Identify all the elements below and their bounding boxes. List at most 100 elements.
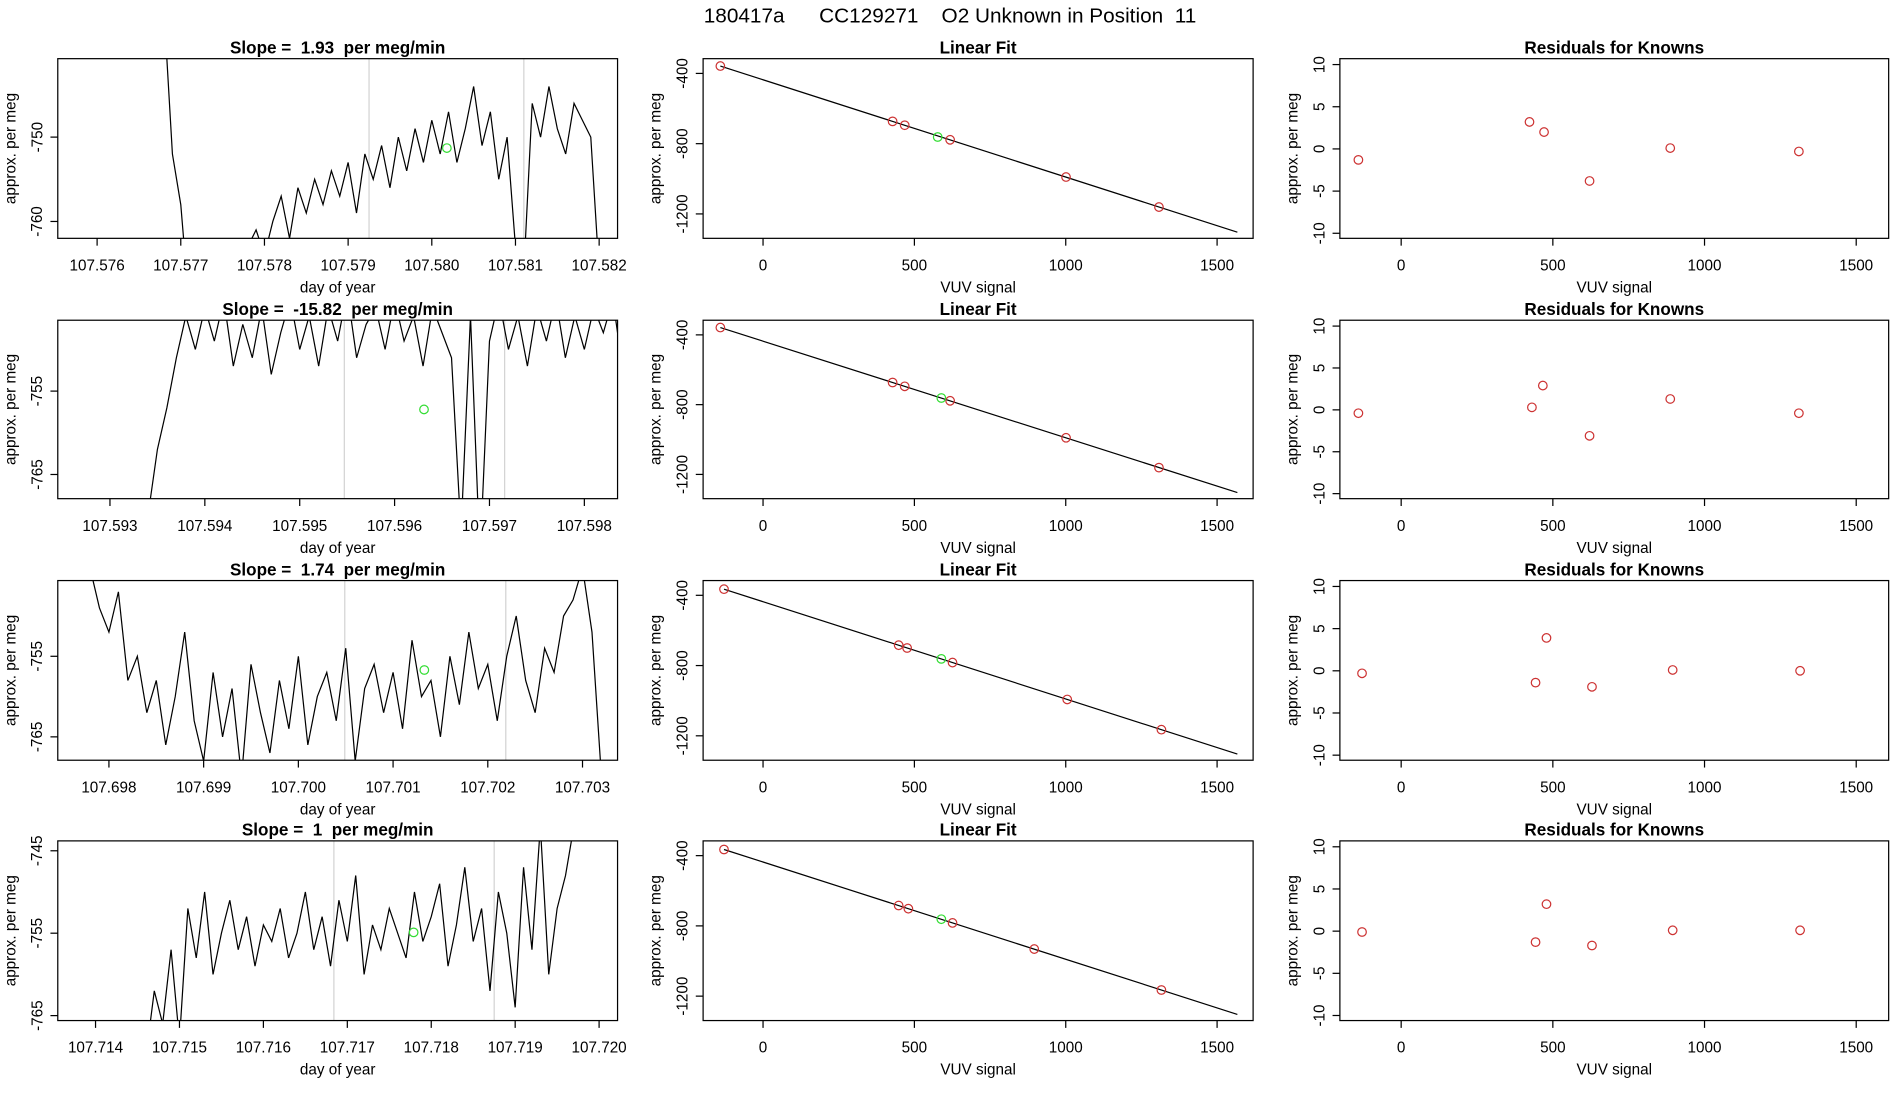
y-tick-label: -10	[1311, 483, 1328, 505]
x-tick-label: 107.719	[488, 1040, 543, 1057]
y-axis-title: approx. per meg	[1284, 875, 1301, 986]
data-point	[887, 116, 898, 127]
y-tick-label: 0	[1311, 145, 1328, 154]
data-point	[1587, 940, 1597, 951]
x-axis-title: VUV signal	[940, 279, 1016, 296]
y-axis-title: approx. per meg	[648, 354, 665, 465]
data-point	[1156, 724, 1167, 735]
y-tick-label: -1200	[675, 194, 692, 233]
data-point	[1665, 394, 1676, 404]
x-tick-label: 107.581	[488, 257, 543, 274]
x-tick-label: 1500	[1839, 518, 1873, 535]
plot-frame	[1339, 579, 1890, 761]
x-tick-label: 1000	[1688, 518, 1722, 535]
x-tick-label: 1000	[1049, 257, 1083, 274]
y-axis-title: approx. per meg	[1284, 354, 1301, 465]
x-tick-label: 107.702	[460, 779, 515, 796]
x-tick-label: 107.701	[365, 779, 420, 796]
y-tick-label: -400	[675, 840, 692, 871]
x-tick-label: 107.598	[557, 518, 612, 535]
x-tick-label: 500	[1540, 1040, 1565, 1057]
panel-title: Residuals for Knowns	[1524, 560, 1704, 579]
x-tick-label: 107.577	[153, 257, 208, 274]
data-point	[1357, 927, 1367, 937]
x-tick-label: 0	[1397, 779, 1406, 796]
x-tick-label: 1500	[1839, 779, 1873, 796]
data-point	[1530, 677, 1541, 688]
x-tick-label: 107.594	[177, 518, 233, 535]
x-tick-label: 0	[1397, 257, 1406, 274]
highlight-point	[419, 404, 429, 415]
x-tick-label: 500	[902, 779, 927, 796]
data-point	[945, 134, 956, 145]
plot-area	[149, 320, 618, 499]
y-tick-label: -10	[1311, 744, 1328, 766]
x-tick-label: 0	[759, 257, 767, 274]
x-tick-label: 500	[902, 257, 927, 274]
y-tick-label: -10	[1311, 222, 1328, 244]
data-point	[1537, 380, 1548, 391]
x-tick-label: 107.580	[404, 257, 459, 274]
x-axis-title: VUV signal	[1577, 1062, 1653, 1079]
panel-title: Slope = 1 per meg/min	[242, 821, 434, 840]
x-tick-label: 107.582	[572, 257, 627, 274]
plot-area	[715, 61, 1238, 233]
x-axis-title: VUV signal	[1577, 279, 1653, 296]
x-axis-title: VUV signal	[940, 540, 1016, 557]
x-tick-label: 1500	[1839, 257, 1873, 274]
x-tick-label: 0	[759, 779, 767, 796]
plot-frame	[57, 840, 619, 1022]
data-point	[1061, 432, 1071, 443]
y-tick-label: 5	[1311, 364, 1328, 373]
plot-area	[719, 584, 1238, 755]
plot-area	[166, 58, 598, 239]
data-point	[1154, 202, 1164, 212]
x-tick-label: 107.716	[236, 1040, 291, 1057]
plot-frame	[57, 579, 619, 761]
x-tick-label: 107.717	[320, 1040, 375, 1057]
data-point	[719, 584, 729, 595]
y-tick-label: 10	[1311, 578, 1328, 595]
data-point	[1667, 925, 1678, 936]
series-line	[166, 58, 598, 239]
y-tick-label: -765	[29, 1000, 46, 1031]
y-tick-label: -800	[675, 128, 692, 159]
data-point	[1062, 694, 1073, 705]
y-tick-label: 5	[1311, 102, 1328, 111]
plot-frame	[57, 58, 619, 239]
data-point	[1665, 143, 1676, 153]
x-tick-label: 1500	[1200, 779, 1234, 796]
plot-area	[1353, 380, 1804, 441]
highlight-point	[419, 665, 430, 675]
y-tick-label: -755	[29, 641, 46, 672]
data-point	[947, 918, 958, 928]
x-tick-label: 1000	[1049, 518, 1083, 535]
x-tick-label: 1000	[1688, 779, 1722, 796]
plot-area	[92, 580, 601, 761]
y-tick-label: -400	[675, 58, 692, 89]
y-tick-label: -1200	[675, 977, 692, 1016]
x-tick-label: 1000	[1688, 257, 1722, 274]
plot-frame	[1339, 319, 1890, 500]
data-point	[899, 120, 910, 131]
x-tick-label: 0	[1397, 518, 1406, 535]
y-axis-title: approx. per meg	[2, 615, 19, 726]
data-point	[893, 900, 904, 911]
x-tick-label: 107.720	[571, 1040, 626, 1057]
panel-title: Residuals for Knowns	[1524, 38, 1704, 57]
data-point	[899, 381, 910, 392]
data-point	[1539, 127, 1549, 137]
plot-area	[1357, 633, 1805, 692]
x-tick-label: 107.596	[367, 518, 422, 535]
y-axis-title: approx. per meg	[648, 93, 665, 204]
data-point	[945, 395, 956, 406]
data-point	[1530, 937, 1541, 947]
x-tick-label: 107.578	[237, 257, 292, 274]
data-point	[1061, 172, 1071, 182]
data-point	[1357, 668, 1367, 679]
y-axis-title: approx. per meg	[2, 354, 19, 465]
panel-title: Slope = 1.74 per meg/min	[230, 560, 445, 579]
y-axis-title: approx. per meg	[1284, 615, 1301, 726]
data-point	[1353, 154, 1364, 165]
panel-title: Linear Fit	[940, 560, 1017, 579]
